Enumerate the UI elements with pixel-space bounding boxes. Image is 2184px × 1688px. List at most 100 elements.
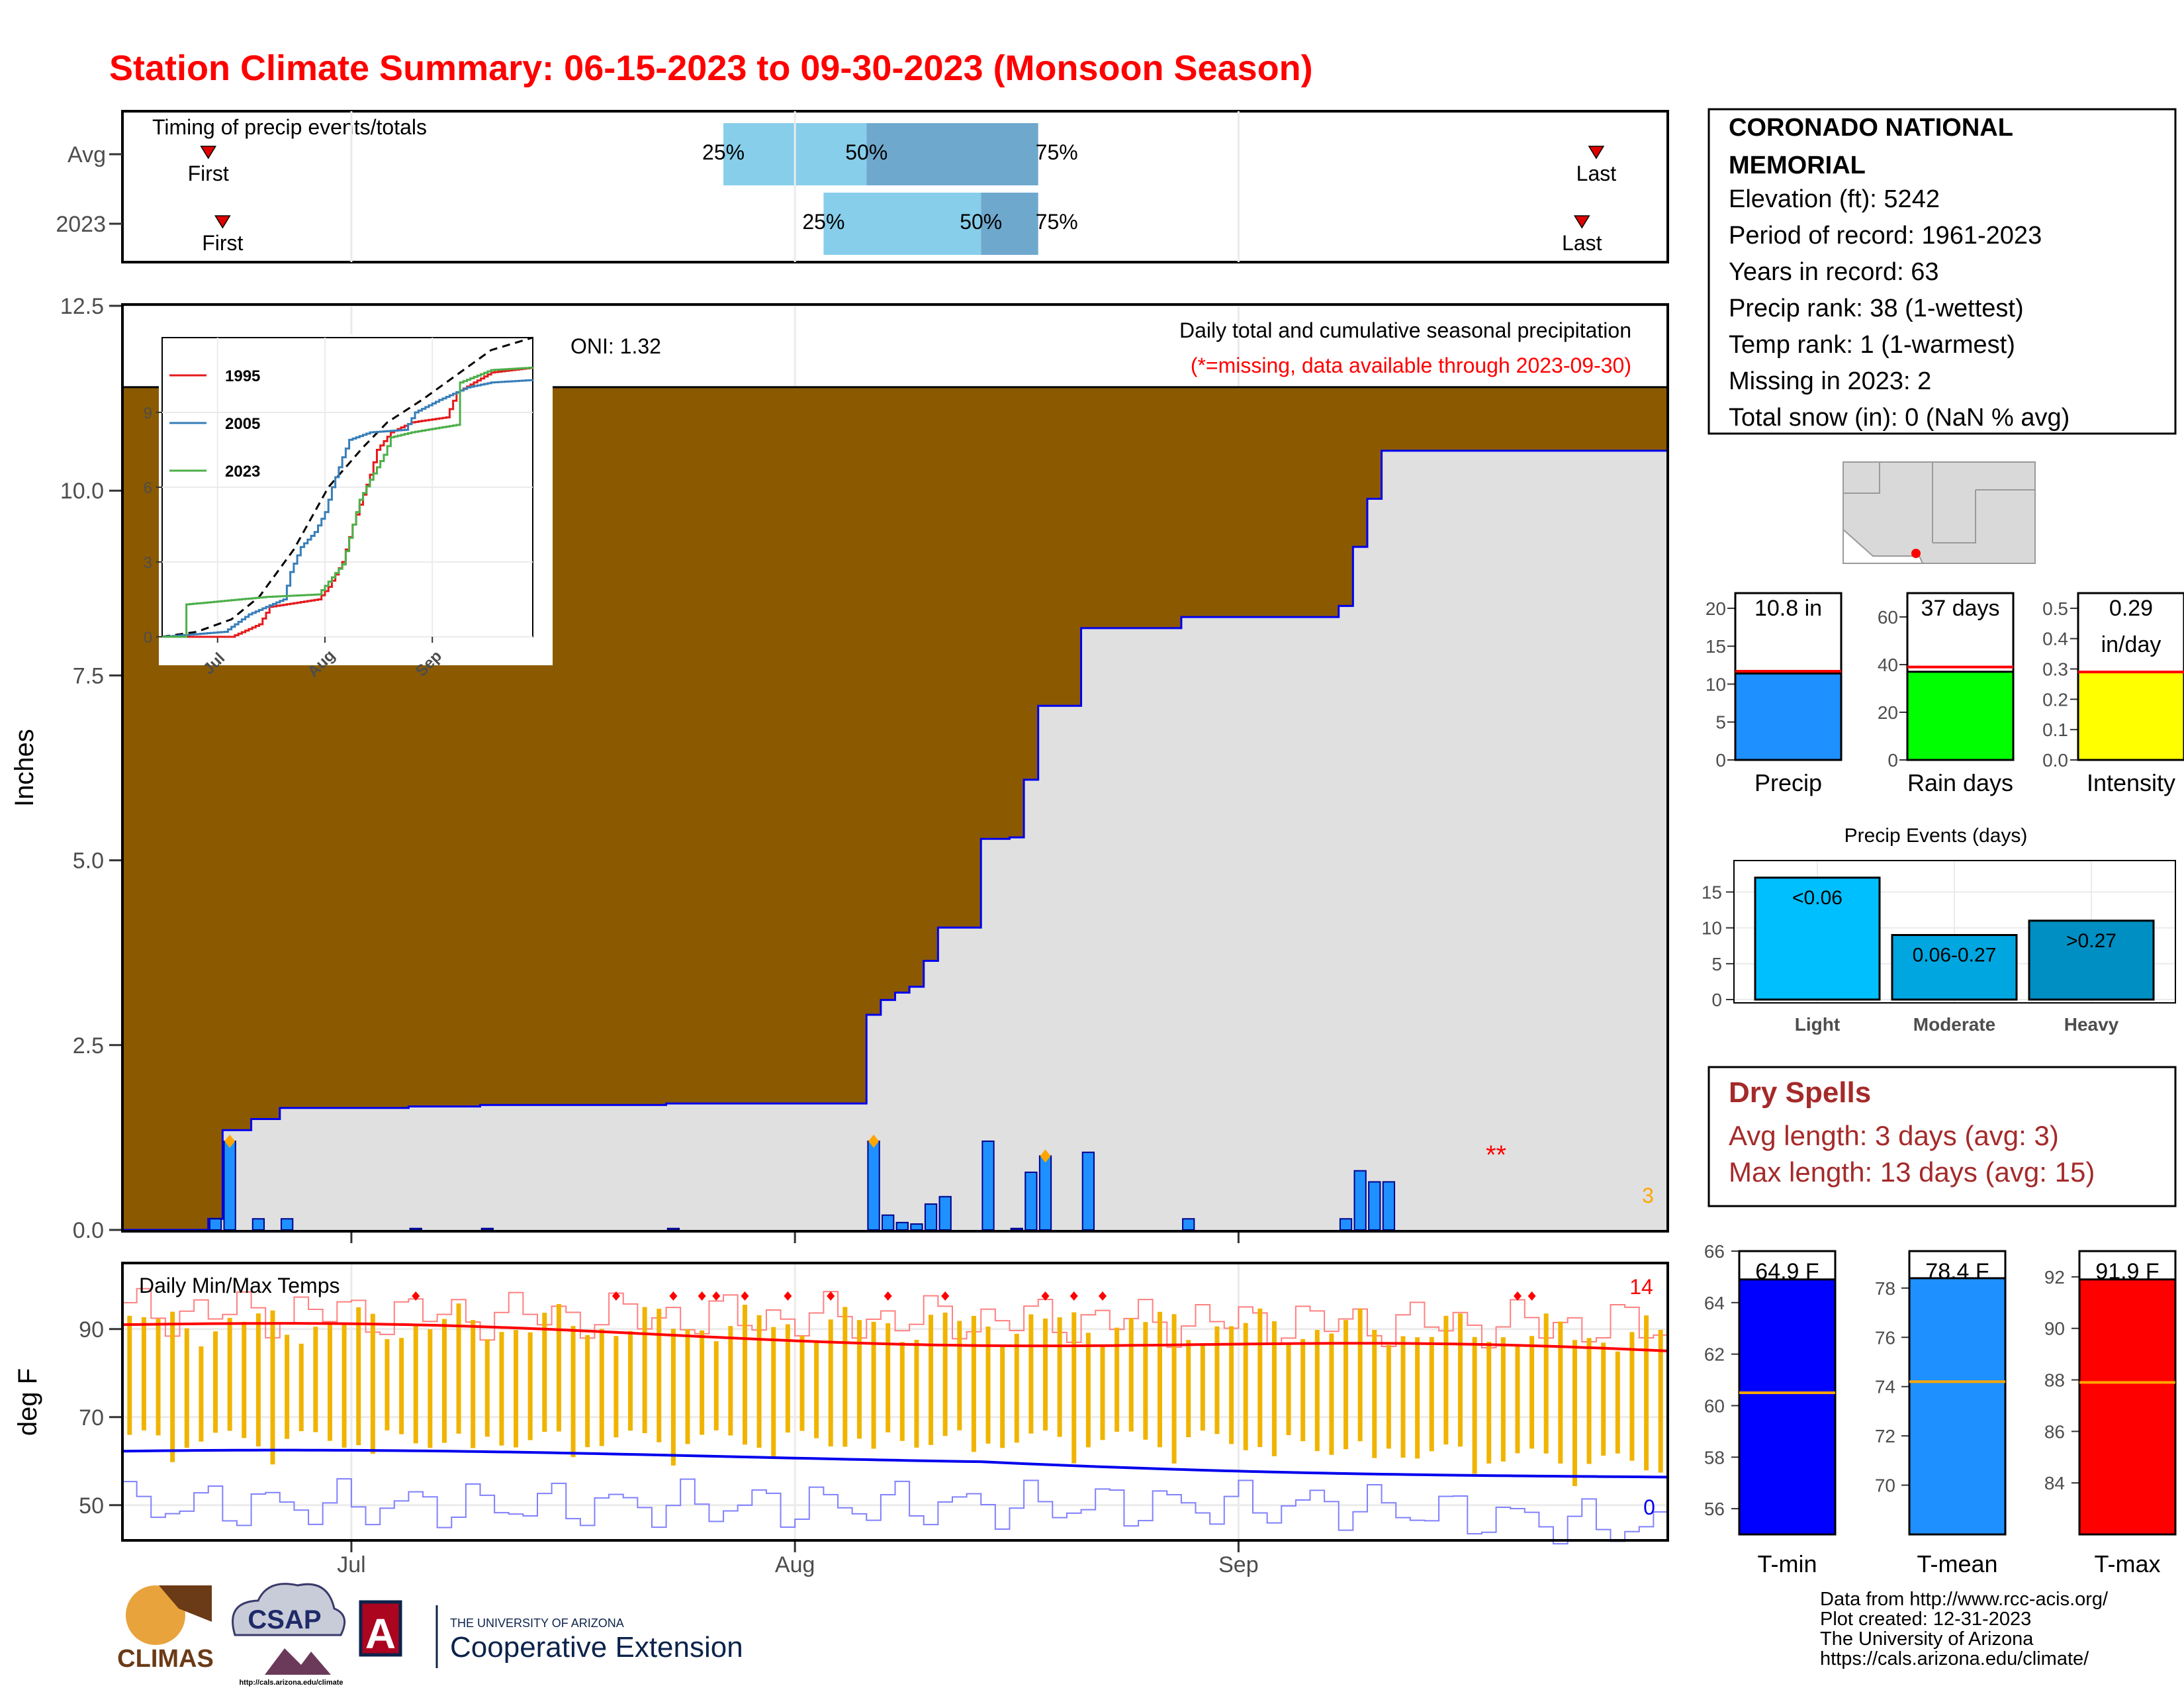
hot-day-marker-6 — [784, 1291, 792, 1301]
temp-total-ytick-label-0-5: 66 — [1704, 1241, 1725, 1262]
dry-spells-box — [1707, 1066, 2177, 1207]
station-name-line-2: MEMORIAL — [1729, 152, 1866, 179]
temp-total-ytick-label-0-4: 64 — [1704, 1293, 1725, 1313]
total-bar-2 — [2077, 671, 2184, 761]
station-info-line-0: Elevation (ft): 5242 — [1729, 185, 1940, 213]
obs-cumulative-line — [122, 449, 1668, 1231]
temp-total-ytick-label-2-0: 84 — [2044, 1473, 2065, 1493]
total-bar-label-1: 37 days — [1921, 596, 1999, 621]
temp-total-xlabel-1: T-mean — [1917, 1550, 1997, 1577]
daily-precip-bar-9 — [895, 1221, 909, 1231]
hot-day-marker-5 — [741, 1291, 749, 1301]
last-event-label-1: Last — [1562, 231, 1602, 255]
quartile-box-low-1 — [823, 193, 981, 255]
total-ytick-label-1-0: 0 — [1888, 750, 1898, 771]
hot-day-marker-0 — [412, 1291, 420, 1301]
precip-ytick-label-2: 5.0 — [73, 849, 104, 874]
total-ytick-label-0-4: 20 — [1706, 598, 1726, 619]
hot-day-marker-11 — [1069, 1291, 1078, 1301]
total-ytick-label-2-0: 0.0 — [2042, 750, 2068, 771]
oni-label: ONI: 1.32 — [570, 334, 661, 358]
temp-total-ytick-label-1-4: 78 — [1875, 1278, 1895, 1299]
daily-precip-bar-0 — [208, 1218, 222, 1231]
temp-total-label-0: 64.9 F — [1755, 1259, 1819, 1284]
dry-spells-max: Max length: 13 days (avg: 15) — [1729, 1156, 2095, 1188]
temps-ylabel: deg F — [13, 1368, 42, 1436]
event-bar-light — [1754, 876, 1881, 1001]
temps-ytick-label-1: 70 — [79, 1405, 104, 1430]
precip-panel-subtitle: (*=missing, data available through 2023-… — [1191, 353, 1631, 377]
total-ytick-label-1-2: 40 — [1878, 655, 1898, 675]
daily-precip-bar-10 — [910, 1223, 923, 1231]
q50-label-1: 50% — [960, 210, 1002, 234]
record-high-line — [122, 1288, 1668, 1348]
events-title: Precip Events (days) — [1844, 825, 2028, 847]
total-ytick-label-2-1: 0.1 — [2042, 720, 2068, 740]
total-ytick-label-0-2: 10 — [1706, 674, 1726, 694]
inset-ytick-label-1: 3 — [144, 554, 152, 572]
temps-panel-title: Daily Min/Max Temps — [139, 1274, 340, 1297]
q75-label-1: 75% — [1036, 210, 1078, 234]
daily-precip-bar-5 — [480, 1227, 494, 1231]
daily-precip-bar-22 — [1382, 1181, 1396, 1231]
hot-day-marker-3 — [698, 1291, 706, 1301]
flag-diamond-0 — [224, 1134, 236, 1148]
total-xlabel-0: Precip — [1754, 769, 1822, 796]
event-bar-moderate — [1891, 934, 2018, 1001]
quartile-box-high-0 — [866, 123, 1038, 185]
csap-logo-cloud — [232, 1583, 346, 1636]
hot-day-marker-12 — [1098, 1291, 1107, 1301]
q50-label-0: 50% — [845, 140, 887, 164]
temps-xtick-label-0: Jul — [337, 1552, 365, 1577]
locator-map-borders — [1843, 462, 2035, 543]
daily-precip-bar-6 — [666, 1227, 680, 1231]
total-bar-0 — [1734, 672, 1843, 761]
daily-precip-bar-18 — [1182, 1218, 1195, 1231]
flag-diamond-2 — [1040, 1149, 1051, 1163]
temps-panel-frame — [121, 1262, 1669, 1542]
temps-ytick-label-0: 50 — [79, 1493, 104, 1519]
temps-xtick-label-1: Aug — [775, 1552, 815, 1577]
daily-precip-bar-16 — [1038, 1155, 1052, 1231]
csap-logo-text: CSAP — [248, 1605, 321, 1634]
station-info-box — [1707, 108, 2177, 435]
precip-count-label: 3 — [1642, 1184, 1654, 1207]
temp-total-ytick-label-1-2: 74 — [1875, 1377, 1895, 1397]
inset-series-2005 — [162, 379, 534, 638]
temp-total-bar-2 — [2078, 1278, 2177, 1536]
daily-precip-bar-4 — [409, 1227, 422, 1231]
hot-day-marker-10 — [1041, 1291, 1050, 1301]
event-bar-label-light: <0.06 — [1792, 887, 1843, 909]
temp-total-bar-1 — [1908, 1277, 2007, 1536]
total-bar-label-2: 0.29 — [2109, 596, 2153, 621]
precip-ytick-label-1: 2.5 — [73, 1033, 104, 1058]
credit-line-0: Data from http://www.rcc-acis.org/ — [1820, 1589, 2109, 1610]
first-event-marker-0 — [200, 146, 217, 160]
last-event-marker-0 — [1588, 146, 1605, 160]
daily-precip-bar-15 — [1024, 1171, 1038, 1231]
events-ytick-label-0: 0 — [1711, 990, 1722, 1010]
hot-day-marker-4 — [712, 1291, 721, 1301]
daily-precip-bar-3 — [280, 1218, 294, 1231]
ua-logo-bottom-text: Cooperative Extension — [450, 1631, 743, 1664]
temp-total-ytick-label-2-2: 88 — [2044, 1370, 2065, 1391]
hot-day-marker-2 — [669, 1291, 678, 1301]
temp-total-label-2: 91.9 F — [2095, 1259, 2159, 1284]
ua-logo-letter: A — [365, 1610, 396, 1658]
total-ytick-label-0-3: 15 — [1706, 636, 1726, 657]
event-xlabel-heavy: Heavy — [2064, 1014, 2119, 1035]
last-event-marker-1 — [1573, 215, 1590, 229]
temp-total-xlabel-2: T-max — [2094, 1550, 2160, 1577]
precip-ylabel: Inches — [10, 729, 39, 807]
last-event-label-0: Last — [1576, 162, 1617, 185]
flag-diamond-1 — [868, 1134, 880, 1148]
temps-ytick-label-2: 90 — [79, 1317, 104, 1342]
first-event-label-1: First — [202, 231, 243, 255]
temp-total-ytick-label-2-4: 92 — [2044, 1267, 2065, 1288]
daily-precip-bar-14 — [1010, 1227, 1023, 1231]
hot-days-count: 14 — [1629, 1275, 1653, 1299]
total-ytick-label-1-3: 60 — [1878, 607, 1898, 628]
csap-logo-mountains — [265, 1648, 331, 1675]
cold-days-count: 0 — [1643, 1495, 1655, 1519]
first-event-label-0: First — [188, 162, 229, 185]
